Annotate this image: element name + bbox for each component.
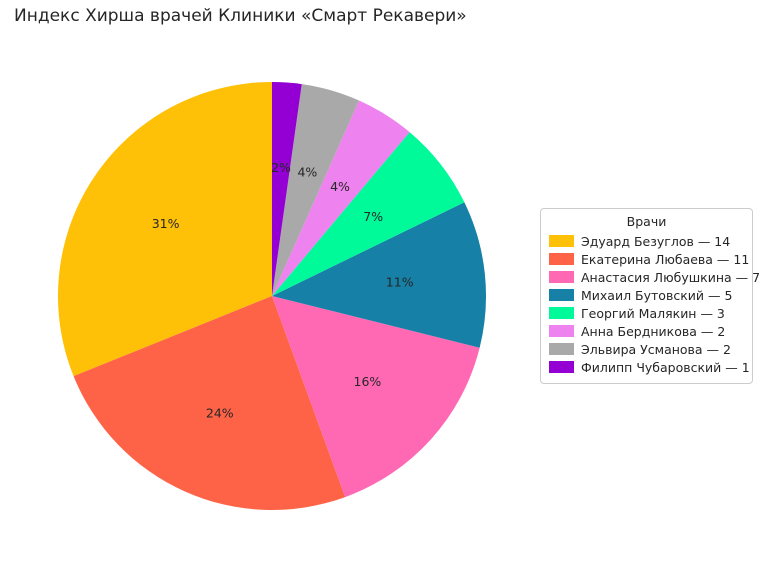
legend-rows: Эдуард Безуглов — 14 Екатерина Любаева — … (549, 232, 760, 376)
pie-slice-1 (73, 296, 346, 510)
legend-item-5: Анна Бердникова — 2 (549, 322, 744, 340)
legend-swatch-3 (549, 289, 574, 301)
legend-item-4: Георгий Малякин — 3 (549, 304, 744, 322)
pie-slice-0 (57, 82, 272, 377)
pie-slice-3 (272, 202, 486, 348)
pie-percent-label-6: 4% (297, 165, 317, 180)
pie-slice-4 (272, 132, 465, 296)
pie-percent-label-5: 4% (330, 179, 350, 194)
legend-item-0: Эдуард Безуглов — 14 (549, 232, 744, 250)
pie-percent-label-3: 11% (386, 275, 414, 290)
legend-swatch-1 (549, 253, 574, 265)
pie-slice-5 (272, 100, 410, 296)
legend-item-6: Эльвира Усманова — 2 (549, 340, 744, 358)
pie-percent-label-7: 2% (271, 160, 291, 175)
pie-percent-label-4: 7% (363, 209, 383, 224)
pie-percent-label-0: 31% (152, 216, 180, 231)
legend-swatch-4 (549, 307, 574, 319)
pie-slice-2 (272, 296, 480, 498)
legend-item-2: Анастасия Любушкина — 7 (549, 268, 760, 286)
legend-label-5: Анна Бердникова — 2 (581, 323, 726, 339)
legend-label-6: Эльвира Усманова — 2 (581, 341, 731, 357)
pie-percent-label-2: 16% (354, 374, 382, 389)
legend-label-1: Екатерина Любаева — 11 (581, 251, 750, 267)
legend-item-7: Филипп Чубаровский — 1 (549, 358, 750, 376)
legend-swatch-7 (549, 361, 574, 373)
legend-label-4: Георгий Малякин — 3 (581, 305, 725, 321)
legend-item-1: Екатерина Любаева — 11 (549, 250, 749, 268)
legend-label-7: Филипп Чубаровский — 1 (581, 359, 750, 375)
pie-slice-6 (272, 84, 360, 296)
pie-percent-label-1: 24% (206, 405, 234, 420)
legend-swatch-0 (549, 235, 574, 247)
legend-item-3: Михаил Бутовский — 5 (549, 286, 744, 304)
legend-swatch-2 (549, 271, 574, 283)
chart-title: Индекс Хирша врачей Клиники «Смарт Рекав… (14, 6, 467, 26)
pie-slice-7 (272, 82, 302, 296)
legend-label-3: Михаил Бутовский — 5 (581, 287, 733, 303)
legend-title: Врачи (626, 214, 667, 229)
legend-label-0: Эдуард Безуглов — 14 (581, 233, 731, 249)
legend-box: Врачи Эдуард Безуглов — 14 Екатерина Люба… (540, 208, 760, 384)
legend-label-2: Анастасия Любушкина — 7 (581, 269, 761, 285)
legend-swatch-5 (549, 325, 574, 337)
legend-swatch-6 (549, 343, 574, 355)
